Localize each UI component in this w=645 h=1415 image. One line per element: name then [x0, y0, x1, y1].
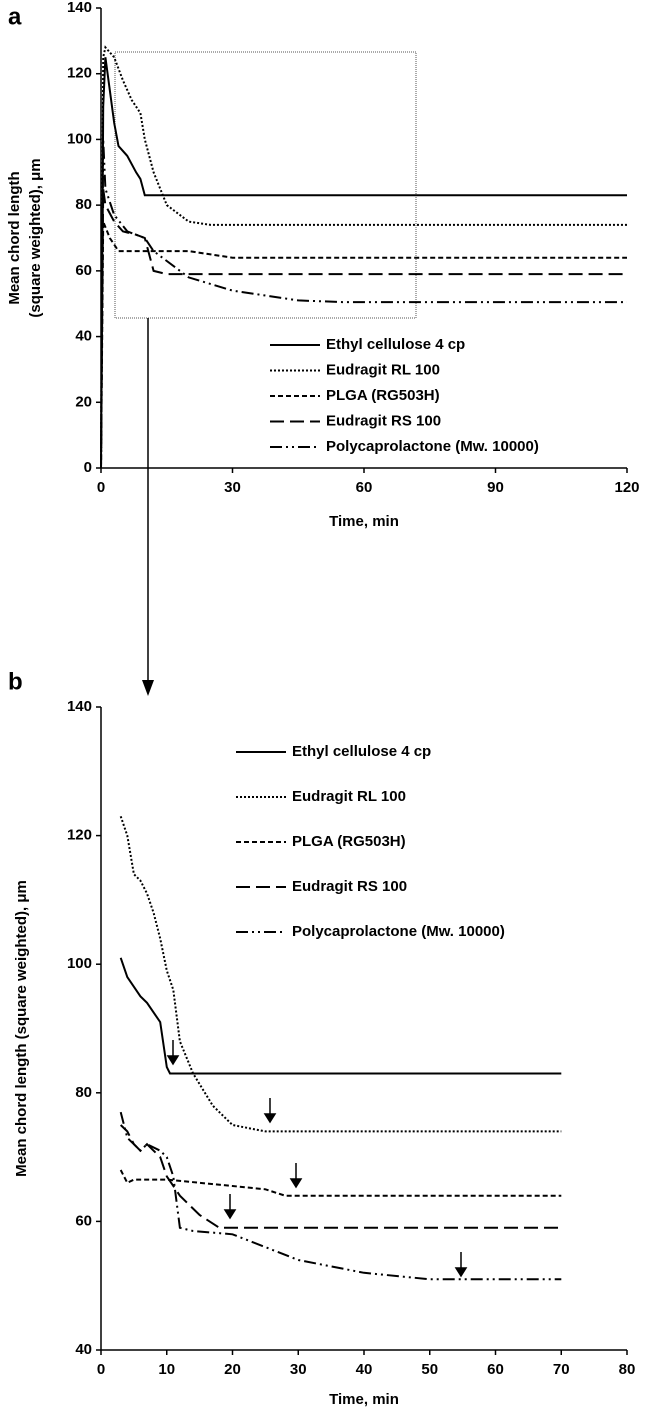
x-tick-label: 70 — [553, 1361, 570, 1378]
series-line — [120, 1124, 562, 1229]
legend-label: Polycaprolactone (Mw. 10000) — [292, 923, 505, 940]
legend-label: Eudragit RS 100 — [326, 412, 441, 429]
y-tick-label: 0 — [84, 459, 92, 476]
series-line — [100, 139, 627, 469]
series-line — [100, 45, 627, 469]
y-tick-label: 80 — [75, 1084, 92, 1101]
x-tick-label: 50 — [421, 1361, 438, 1378]
legend-label: PLGA (RG503H) — [326, 387, 440, 404]
x-tick-label: 0 — [97, 1361, 105, 1378]
series-line — [119, 1169, 562, 1197]
series-line — [100, 57, 627, 469]
plateau-arrows — [166, 1040, 468, 1278]
x-tick-label: 0 — [97, 479, 105, 496]
legend-label: Eudragit RS 100 — [292, 878, 407, 895]
y-tick-label: 100 — [67, 955, 92, 972]
legend-label: PLGA (RG503H) — [292, 833, 406, 850]
series-line — [119, 1111, 562, 1281]
zoom-box — [114, 51, 417, 319]
x-tick-label: 80 — [619, 1361, 636, 1378]
x-tick-label: 60 — [356, 479, 373, 496]
series-line — [100, 188, 627, 469]
y-tick-label: 80 — [75, 196, 92, 213]
x-tick-label: 60 — [487, 1361, 504, 1378]
y-tick-label: 20 — [75, 393, 92, 410]
x-tick-label: 90 — [487, 479, 504, 496]
panel-label: a — [8, 3, 22, 30]
y-tick-label: 40 — [75, 328, 92, 345]
x-tick-label: 20 — [224, 1361, 241, 1378]
zoom-arrow-head — [142, 680, 154, 696]
x-tick-label: 10 — [158, 1361, 175, 1378]
legend-label: Ethyl cellulose 4 cp — [326, 336, 465, 353]
x-tick-label: 30 — [224, 479, 241, 496]
legend-label: Eudragit RL 100 — [326, 361, 440, 378]
series-line — [100, 221, 627, 469]
y-tick-label: 120 — [67, 65, 92, 82]
x-tick-label: 40 — [356, 1361, 373, 1378]
legend-label: Polycaprolactone (Mw. 10000) — [326, 438, 539, 455]
x-tick-label: 30 — [290, 1361, 307, 1378]
y-tick-label: 60 — [75, 1212, 92, 1229]
legend-label: Eudragit RL 100 — [292, 788, 406, 805]
series-line — [119, 815, 562, 1133]
y-axis-title: Mean chord length (square weighted), μm — [13, 880, 30, 1177]
y-tick-label: 100 — [67, 130, 92, 147]
y-tick-label: 140 — [67, 0, 92, 16]
x-axis-title: Time, min — [329, 1391, 399, 1408]
y-tick-label: 40 — [75, 1341, 92, 1358]
y-tick-label: 140 — [67, 698, 92, 715]
y-axis-title: Mean chord length — [6, 171, 23, 304]
legend-label: Ethyl cellulose 4 cp — [292, 743, 431, 760]
series-line — [119, 957, 562, 1075]
y-axis-title: (square weighted), μm — [27, 158, 44, 317]
x-tick-label: 120 — [614, 479, 639, 496]
y-tick-label: 60 — [75, 262, 92, 279]
y-tick-label: 120 — [67, 827, 92, 844]
panel-label: b — [8, 668, 23, 695]
x-axis-title: Time, min — [329, 513, 399, 530]
